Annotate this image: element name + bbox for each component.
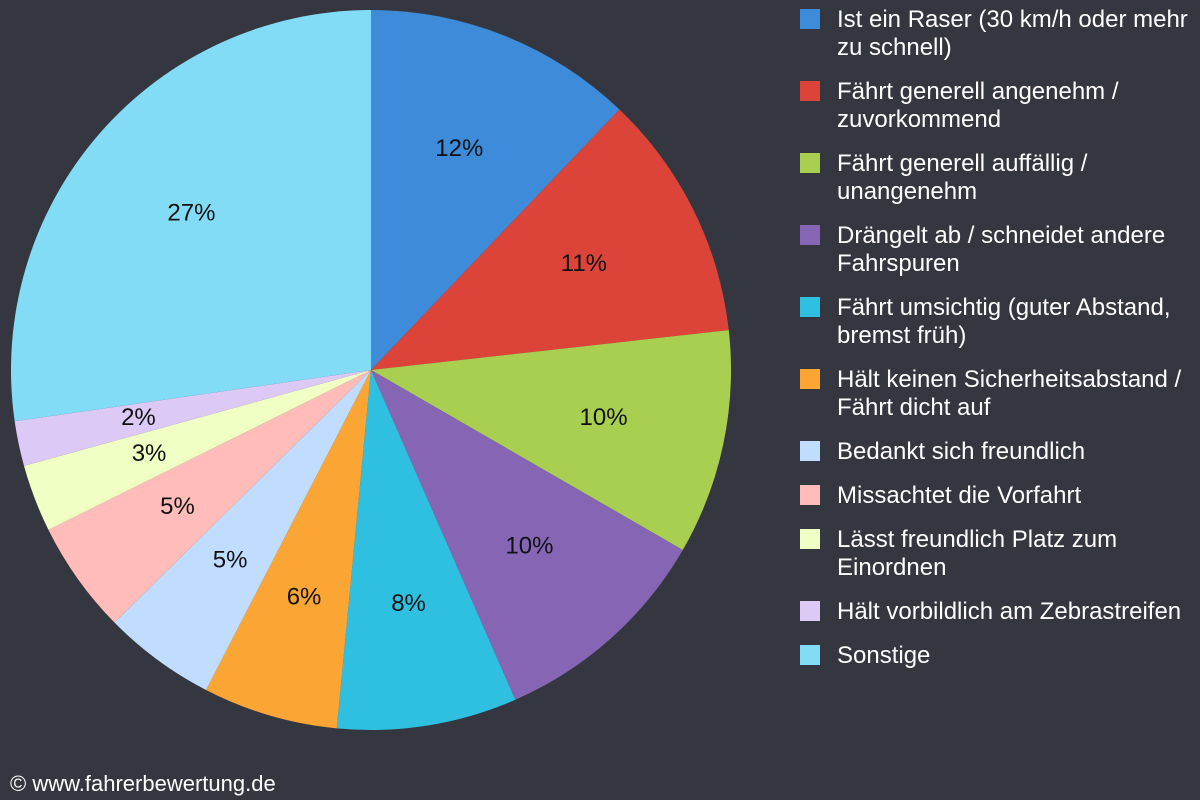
legend-label: Drängelt ab / schneidet andere Fahrspure… [837, 222, 1166, 277]
legend-swatch [800, 9, 820, 29]
legend-label: Lässt freundlich Platz zum Einordnen [837, 526, 1118, 581]
legend-item: Sonstige [800, 642, 1192, 670]
legend-swatch [800, 81, 820, 101]
legend-swatch [800, 529, 820, 549]
legend-label: Hält keinen Sicherheitsabstand / Fährt d… [837, 366, 1182, 421]
legend-item: Bedankt sich freundlich [800, 438, 1192, 466]
legend-label: Hält vorbildlich am Zebrastreifen [837, 598, 1182, 625]
legend-label: Fährt generell angenehm / zuvorkommend [837, 78, 1119, 133]
pie-slice [114, 370, 371, 690]
pie-slice [11, 10, 372, 422]
slice-label: 5% [160, 493, 195, 520]
legend-swatch [800, 645, 820, 665]
legend-label: Bedankt sich freundlich [837, 438, 1086, 465]
pie-slice [206, 370, 371, 729]
slice-label: 8% [391, 590, 426, 617]
legend-item: Ist ein Raser (30 km/h oder mehr zu schn… [800, 6, 1192, 62]
legend-item: Hält vorbildlich am Zebrastreifen [800, 598, 1192, 626]
legend-label: Sonstige [837, 642, 931, 669]
legend-item: Lässt freundlich Platz zum Einordnen [800, 526, 1192, 582]
slice-label: 12% [435, 135, 483, 162]
legend-item: Drängelt ab / schneidet andere Fahrspure… [800, 222, 1192, 278]
slice-label: 6% [287, 583, 322, 610]
pie-slice [371, 109, 729, 370]
legend-item: Fährt umsichtig (guter Abstand, bremst f… [800, 294, 1192, 350]
legend-swatch [800, 601, 820, 621]
pie-chart: 12% 11% 10% 10% 8% 6% 5% 5% 3% 2% 27% [11, 10, 732, 730]
source: © www.fahrerbewertung.de [10, 771, 276, 796]
slice-label: 10% [580, 404, 628, 431]
slice-label: 11% [561, 250, 607, 277]
legend-label: Missachtet die Vorfahrt [837, 482, 1082, 509]
pie-slice [371, 370, 683, 700]
pie-slice [24, 370, 372, 530]
legend-swatch [800, 485, 820, 505]
legend-item: Missachtet die Vorfahrt [800, 482, 1192, 510]
slice-label: 3% [132, 440, 167, 467]
legend-label: Fährt generell auffällig / unangenehm [837, 150, 1088, 205]
slice-label: 5% [213, 547, 248, 574]
legend-label: Fährt umsichtig (guter Abstand, bremst f… [837, 294, 1171, 349]
pie-slice [371, 10, 620, 370]
slice-label: 27% [167, 200, 215, 227]
legend-swatch [800, 441, 820, 461]
legend-swatch [800, 153, 820, 173]
legend-item: Fährt generell auffällig / unangenehm [800, 150, 1192, 206]
legend-swatch [800, 369, 820, 389]
pie-slice [371, 330, 732, 550]
pie-slice [48, 370, 372, 623]
slice-label: 10% [505, 532, 553, 559]
legend-item: Fährt generell angenehm / zuvorkommend [800, 78, 1192, 134]
legend: Ist ein Raser (30 km/h oder mehr zu schn… [800, 6, 1192, 670]
pie-slice [336, 370, 516, 730]
pie-slice [14, 370, 372, 466]
legend-item: Hält keinen Sicherheitsabstand / Fährt d… [800, 366, 1192, 422]
legend-swatch [800, 297, 820, 317]
legend-label: Ist ein Raser (30 km/h oder mehr zu schn… [837, 6, 1188, 61]
legend-swatch [800, 225, 820, 245]
slice-label: 2% [121, 404, 156, 431]
